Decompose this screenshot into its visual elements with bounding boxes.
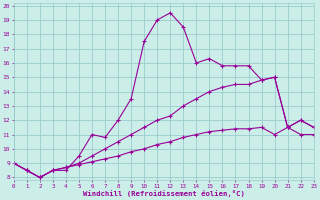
X-axis label: Windchill (Refroidissement éolien,°C): Windchill (Refroidissement éolien,°C) bbox=[83, 190, 245, 197]
